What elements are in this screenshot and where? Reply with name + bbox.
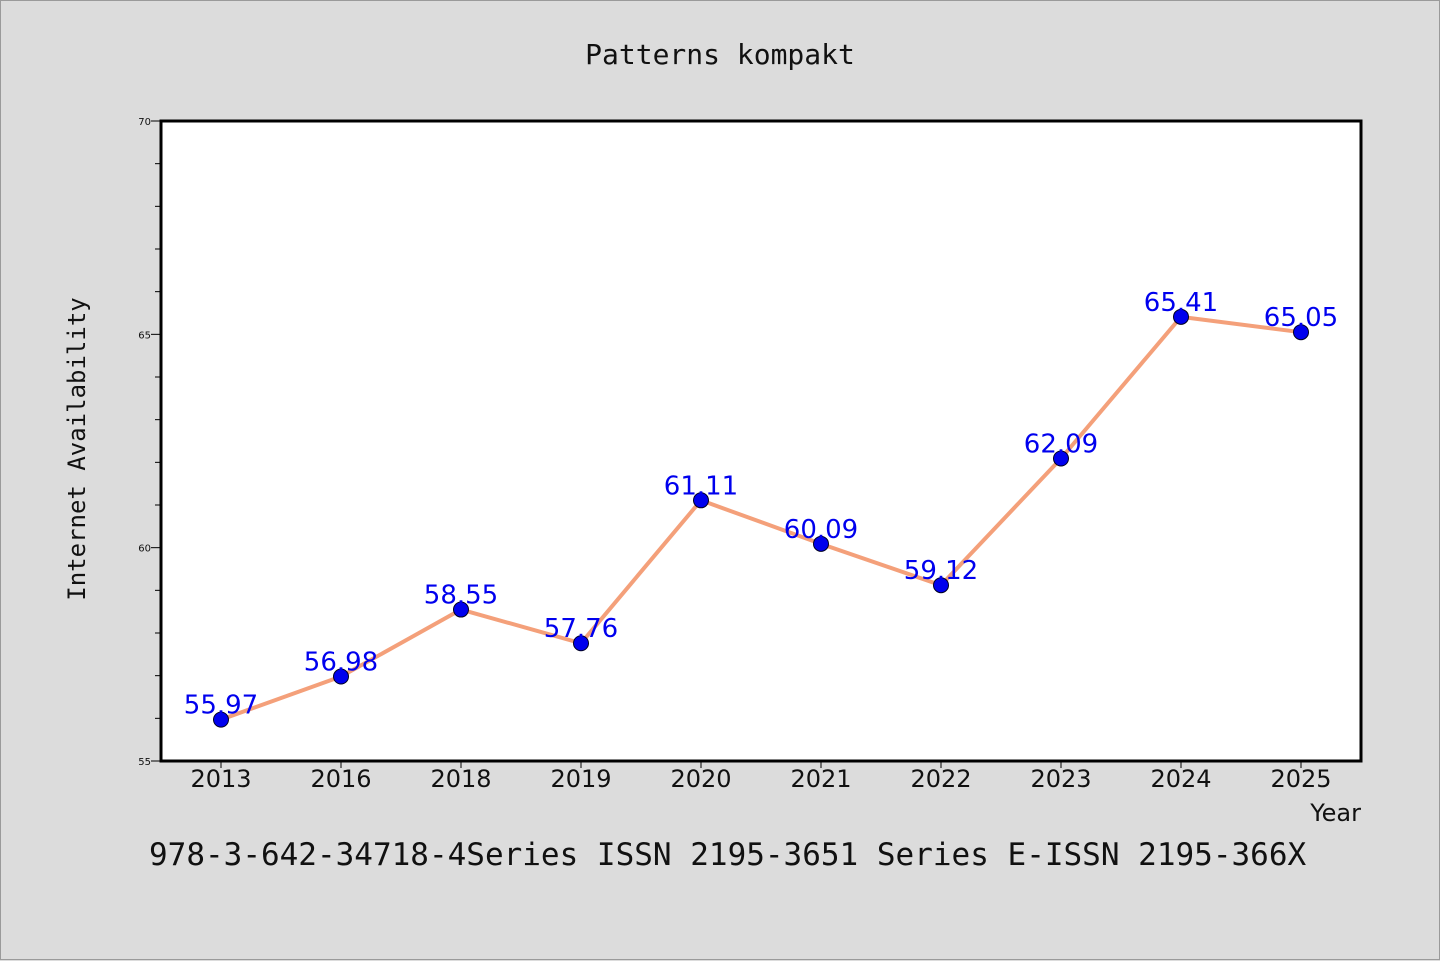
x-tick-label: 2022 xyxy=(910,765,971,793)
data-point xyxy=(1173,308,1189,325)
y-tick-label: 70 xyxy=(138,117,151,128)
series-line xyxy=(220,314,1302,722)
data-label: 65.41 xyxy=(1144,288,1218,318)
footer-isbn-issn-text: 978-3-642-34718-4Series ISSN 2195-3651 S… xyxy=(149,837,1306,873)
y-tick-label: 55 xyxy=(138,757,151,768)
data-label: 62.09 xyxy=(1024,429,1098,459)
x-axis: 2013 2016 2018 2019 2020 2021 2022 2023 2024 2025 xyxy=(190,761,1332,793)
chart-title: Patterns kompakt xyxy=(585,38,855,71)
x-tick-label: 2023 xyxy=(1030,765,1091,793)
x-axis-label: Year xyxy=(1309,799,1361,827)
x-tick-label: 2021 xyxy=(790,765,851,793)
plot-area xyxy=(159,119,1363,763)
data-label: 55.97 xyxy=(184,691,258,721)
data-label: 59.12 xyxy=(904,556,978,586)
x-tick-label: 2019 xyxy=(550,765,611,793)
data-point xyxy=(453,601,469,618)
data-label: 56.98 xyxy=(304,648,378,678)
data-label: 61.11 xyxy=(664,471,738,501)
data-point xyxy=(573,635,589,652)
series-layer: 55.97 56.98 58.55 57.76 61.11 60.09 59.12 62.09… xyxy=(184,288,1338,728)
data-label: 65.05 xyxy=(1264,303,1338,333)
x-tick-label: 2013 xyxy=(190,765,251,793)
data-label: 58.55 xyxy=(424,581,498,611)
y-axis-label: Internet Availability xyxy=(63,297,91,600)
y-tick-label: 65 xyxy=(138,330,151,341)
data-point xyxy=(693,492,709,509)
data-point xyxy=(333,668,349,685)
x-tick-label: 2024 xyxy=(1150,765,1211,793)
x-tick-label: 2018 xyxy=(430,765,491,793)
y-axis: 55 60 65 70 xyxy=(138,117,161,768)
x-tick-label: 2016 xyxy=(310,765,371,793)
data-label: 57.76 xyxy=(544,614,618,644)
y-tick-label: 60 xyxy=(138,544,151,555)
data-point xyxy=(933,577,949,594)
data-point xyxy=(213,711,229,728)
data-label: 60.09 xyxy=(784,515,858,545)
x-tick-label: 2025 xyxy=(1270,765,1331,793)
data-point xyxy=(813,535,829,552)
x-tick-label: 2020 xyxy=(670,765,731,793)
data-point xyxy=(1293,324,1309,341)
data-point xyxy=(1053,450,1069,467)
